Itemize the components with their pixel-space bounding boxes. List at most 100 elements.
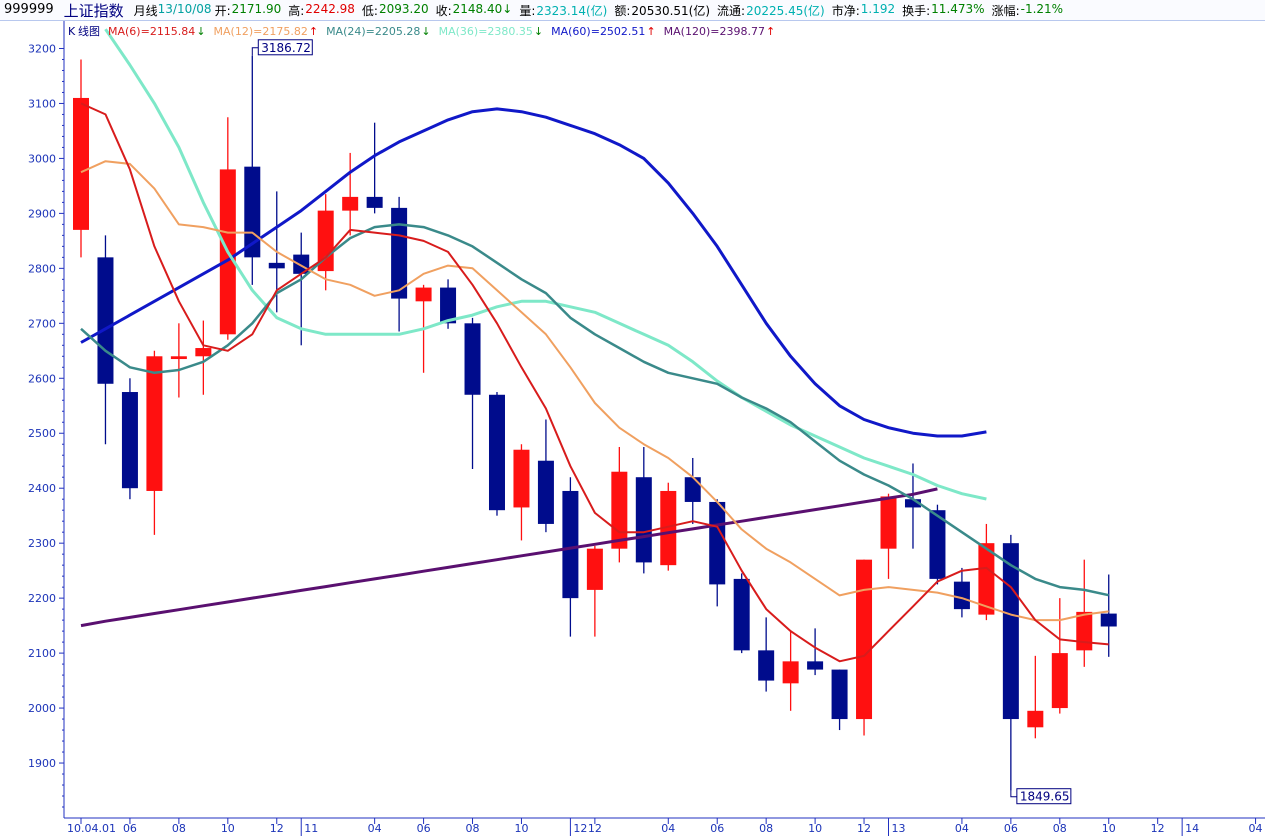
candle-26 [709,499,726,607]
arrow-up-icon: ↑ [646,25,655,38]
annotation-1: 1849.65 [1010,788,1072,805]
legend-item-5: MA(120)=2398.77 [664,25,765,38]
candle-body [684,477,701,502]
chart-background [0,21,1265,836]
x-tick-label-2: 08 [172,822,186,835]
candle-25 [684,457,701,524]
candle-27 [733,573,750,654]
quote-label-8: 换手: [902,4,931,18]
candle-body [611,471,628,549]
candle-body [391,207,408,299]
candle-body [733,578,750,651]
candle-42 [1100,574,1117,657]
ma-line-MA120 [80,487,938,628]
arrow-down-icon: ↓ [534,25,543,38]
legend-item-4: MA(60)=2502.51 [551,25,645,38]
candle-body [880,496,897,549]
candle-body [953,581,970,610]
arrow-down-icon: ↓ [421,25,430,38]
y-tick-label-3100: 3100 [28,97,56,110]
ma-legend: K 线图 MA(6)=2115.84 ↓ MA(12)=2175.82 ↑ MA(24)=2… [68,24,775,38]
candle-5 [195,320,212,395]
annotation-box [257,39,313,56]
y-tick-label-2500: 2500 [28,427,56,440]
legend-item-0: MA(6)=2115.84 [108,25,195,38]
candle-body [929,510,946,579]
candle-body [293,254,310,274]
legend-item-1: MA(12)=2175.82 [214,25,308,38]
quote-label-6: 流通: [717,4,746,18]
annotation-label: 3186.72 [261,41,311,55]
candle-body [488,394,505,511]
quote-value-1: 2242.98 [305,2,355,16]
annotation-label: 1849.65 [1020,790,1070,804]
candle-body [366,196,383,208]
legend-item-3: MA(36)=2380.35 [439,25,533,38]
candle-body [1027,710,1044,728]
candle-37 [978,523,995,621]
y-tick-label-2000: 2000 [28,702,56,715]
quote-value-0: 2171.90 [231,2,282,16]
quote-label-7: 市净: [831,4,860,18]
candle-body [660,490,677,566]
x-tick-label-1: 06 [123,822,137,835]
candle-34 [904,463,921,549]
x-tick-label-0: 10.04.01 [67,822,116,835]
candle-17 [488,392,505,516]
candle-32 [856,559,873,736]
candle-0 [73,59,89,258]
y-tick-label-2100: 2100 [28,647,56,660]
quote-value-9: -1.21% [1020,2,1064,16]
y-tick-label-2400: 2400 [28,482,56,495]
quote-value-2: 2093.20 [378,2,429,16]
ma-line-MA36 [104,28,987,501]
x-tick-label-7: 06 [417,822,431,835]
arrow-up-icon: ↑ [766,25,775,38]
candle-body [73,97,89,230]
candle-28 [758,617,775,692]
quote-date: 13/10/08 [157,2,212,16]
x-tick-label-4: 12 [270,822,284,835]
candle-body [709,501,726,585]
arrow-up-icon: ↑ [309,25,318,38]
x-tick-label-16: 12 [857,822,871,835]
y-tick-label-1900: 1900 [28,757,56,770]
quote-label-9: 涨幅: [991,4,1020,18]
candle-36 [953,567,970,618]
candle-body [170,356,187,360]
x-tick-label-15: 10 [808,822,822,835]
candle-body [562,490,579,599]
ma-line-MA12 [80,160,1109,622]
quote-label-5: 额: [614,4,631,18]
x-tick-label-21: 10 [1102,822,1116,835]
kline-icon: K [68,25,76,38]
candle-11 [342,152,359,236]
annotation-leader [1010,790,1017,798]
candle-body [97,257,114,384]
arrow-down-icon: ↓ [196,25,205,38]
x-tick-label-9: 10 [514,822,528,835]
ma-line-MA6 [80,102,1109,663]
candle-19 [537,419,554,533]
quote-label-2: 低: [361,4,378,18]
y-tick-label-2800: 2800 [28,262,56,275]
x-tick-label-24: 04 [1249,822,1263,835]
candle-body [1100,613,1117,627]
candle-body [415,287,432,302]
stock-name: 上证指数 [63,2,124,20]
candle-body [317,210,334,272]
annotation-leader [251,47,259,56]
candle-9 [293,232,310,346]
quote-header: 999999 上证指数 月线 13/10/08 开: 2171.90 高: 2242.98 低:… [0,0,1265,21]
candle-29 [782,631,799,711]
candle-21 [586,545,603,637]
x-tick-label-3: 10 [221,822,235,835]
candles [73,55,1117,791]
y-tick-label-2600: 2600 [28,372,56,385]
period-label: 月线 [133,4,158,18]
x-tick-label-10: 12 [573,822,587,835]
candle-30 [807,628,824,676]
candle-13 [391,196,408,332]
stock-code: 999999 [4,2,54,17]
